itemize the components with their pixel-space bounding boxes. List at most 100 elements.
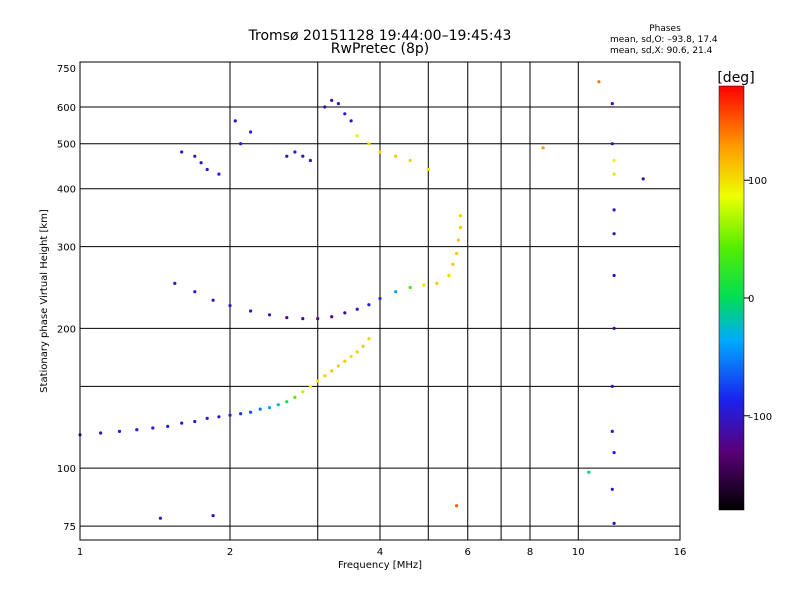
data-point xyxy=(193,419,197,424)
data-point xyxy=(330,98,334,102)
data-point xyxy=(612,172,616,176)
data-point xyxy=(426,167,430,172)
data-point xyxy=(228,413,232,417)
colorbar-ticks: 100 0 –100 xyxy=(744,176,772,423)
data-point xyxy=(99,431,103,435)
data-point xyxy=(378,150,382,154)
data-point xyxy=(211,514,215,518)
data-point xyxy=(205,416,209,420)
data-point xyxy=(205,167,209,172)
data-point xyxy=(135,428,139,432)
data-point xyxy=(239,412,243,416)
data-point xyxy=(233,119,237,123)
y-tick-label: 750 xyxy=(57,64,76,75)
data-point xyxy=(641,177,645,181)
data-point xyxy=(301,317,305,321)
data-point xyxy=(408,158,412,163)
colorbar: [deg] 100 0 –100 xyxy=(717,70,772,511)
data-point xyxy=(435,281,439,285)
data-point xyxy=(217,415,221,419)
chart-title: Tromsø 20151128 19:44:00–19:45:43 xyxy=(248,28,512,44)
data-point xyxy=(285,400,289,404)
x-axis-label: Frequency [MHz] xyxy=(338,560,422,571)
data-point xyxy=(180,150,184,154)
y-tick-label: 200 xyxy=(57,324,76,335)
data-point xyxy=(610,142,614,146)
data-point xyxy=(394,290,398,294)
data-point xyxy=(343,112,347,116)
data-point xyxy=(285,316,289,320)
data-point xyxy=(447,273,451,278)
data-point xyxy=(239,142,243,146)
data-point xyxy=(610,487,614,491)
data-point xyxy=(394,154,398,158)
data-point xyxy=(451,262,455,266)
plot-area: 1 2 4 6 8 10 16 75 100 200 300 400 500 600 750 xyxy=(57,61,687,558)
data-point xyxy=(323,105,327,109)
y-tick-label: 100 xyxy=(57,464,76,475)
data-point xyxy=(330,369,334,373)
data-point xyxy=(355,307,359,311)
plot-frame xyxy=(79,61,681,541)
data-point xyxy=(541,146,545,150)
data-point xyxy=(228,304,232,308)
data-point xyxy=(249,309,253,313)
data-point xyxy=(330,315,334,319)
x-tick-label: 1 xyxy=(77,547,83,558)
x-tick-label: 8 xyxy=(527,547,533,558)
data-point xyxy=(151,426,155,430)
data-point xyxy=(308,384,312,388)
data-point xyxy=(612,158,616,163)
data-point xyxy=(612,451,616,455)
data-point xyxy=(267,313,272,317)
data-point xyxy=(249,130,253,134)
chart-subtitle: RwPretec (8p) xyxy=(331,41,429,57)
data-point xyxy=(367,337,371,341)
data-point xyxy=(267,406,272,410)
y-tick-labels: 75 100 200 300 400 500 600 750 xyxy=(57,64,76,533)
x-tick-label: 2 xyxy=(227,547,233,558)
x-tick-label: 10 xyxy=(572,547,585,558)
grid-lines xyxy=(80,62,680,540)
y-tick-label: 600 xyxy=(57,103,76,114)
data-point xyxy=(612,273,616,278)
data-point xyxy=(117,429,122,433)
data-point xyxy=(422,283,426,287)
data-point xyxy=(367,142,371,146)
data-point xyxy=(301,390,305,394)
data-point xyxy=(316,379,320,383)
data-point xyxy=(199,161,203,165)
data-point xyxy=(217,172,221,176)
data-point xyxy=(612,208,616,212)
data-point xyxy=(367,303,371,307)
data-point xyxy=(166,424,170,428)
data-point xyxy=(355,350,359,354)
x-tick-label: 6 xyxy=(465,547,471,558)
data-point xyxy=(308,158,312,163)
data-point xyxy=(458,225,462,230)
data-point xyxy=(158,516,162,520)
data-point xyxy=(455,504,459,508)
data-point xyxy=(293,150,297,154)
stats-line-o: mean, sd,O: –93.8, 17.4 xyxy=(610,35,718,45)
data-point xyxy=(408,285,412,290)
data-point xyxy=(316,317,320,321)
x-tick-labels: 1 2 4 6 8 10 16 xyxy=(77,547,687,558)
data-point xyxy=(258,407,262,411)
data-point xyxy=(456,238,461,242)
data-point xyxy=(336,102,340,106)
data-point xyxy=(285,154,289,158)
data-point xyxy=(455,251,459,256)
data-point xyxy=(293,395,297,399)
data-point xyxy=(378,296,382,301)
colorbar-tick-label: 100 xyxy=(748,176,767,187)
data-point xyxy=(349,354,353,359)
data-point xyxy=(612,521,616,526)
data-point xyxy=(610,429,614,433)
colorbar-gradient xyxy=(719,86,744,510)
data-point xyxy=(343,359,347,363)
data-point xyxy=(173,281,177,285)
data-point xyxy=(323,374,327,378)
y-tick-label: 75 xyxy=(63,522,76,533)
